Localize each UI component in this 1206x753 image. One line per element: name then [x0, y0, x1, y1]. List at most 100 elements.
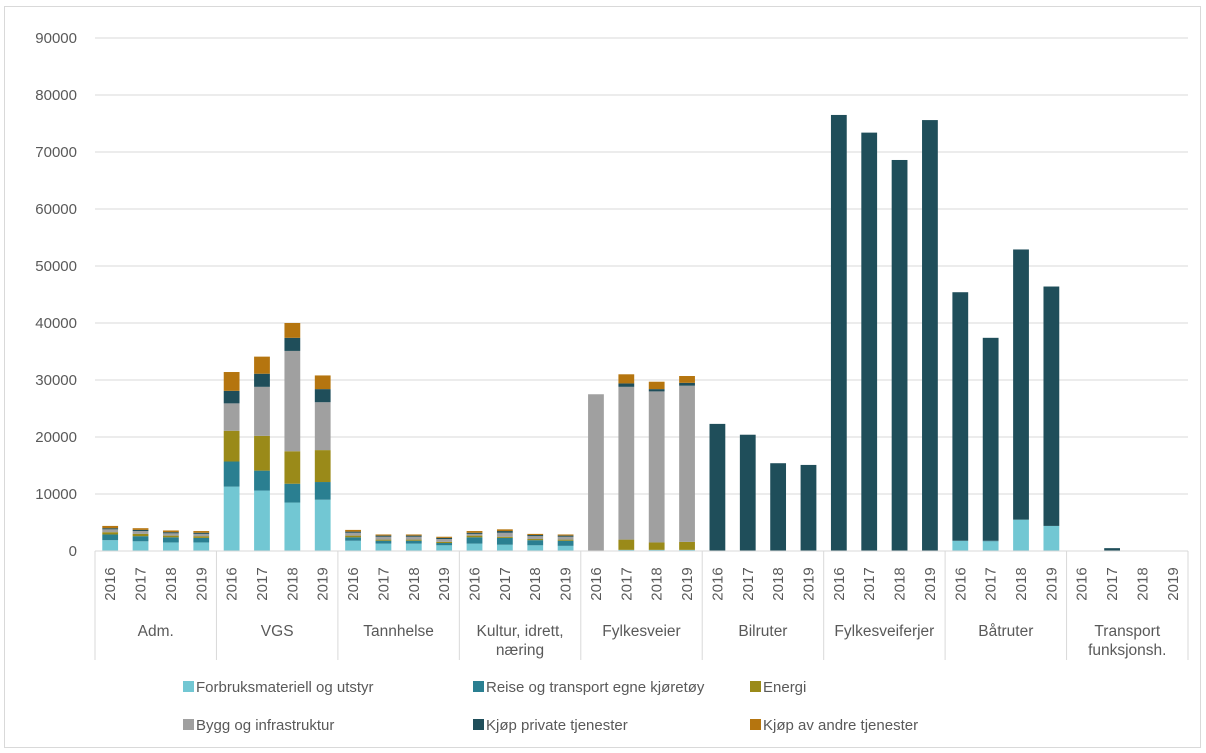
bar-segment [314, 482, 331, 500]
x-tick-label-year: 2019 [1043, 567, 1060, 600]
bar-segment [345, 531, 361, 533]
bar-segment [132, 536, 149, 542]
x-tick-label-year: 2018 [284, 567, 301, 600]
x-tick-label-year: 2017 [983, 567, 1000, 600]
x-group-label: Fylkesveier [602, 623, 680, 640]
bar-segment [163, 537, 179, 543]
bar-segment [436, 545, 453, 551]
x-tick-label-year: 2016 [709, 567, 726, 600]
bar-segment [223, 461, 240, 487]
bar-segment [618, 549, 635, 551]
bar-segment [163, 533, 179, 536]
bar-segment [436, 541, 453, 544]
bar-segment [163, 530, 179, 533]
bar-segment [375, 540, 392, 544]
bar-segment [648, 542, 665, 550]
bar-segment [436, 543, 453, 546]
x-tick-label-year: 2017 [254, 567, 271, 600]
bar-segment [1013, 249, 1029, 520]
bar-segment [193, 532, 210, 534]
bar-segment [800, 464, 817, 551]
y-tick-label: 50000 [35, 258, 77, 275]
bar-segment [557, 545, 574, 551]
bar-segment [345, 537, 361, 541]
bar-segment [466, 531, 483, 533]
x-group-label: Fylkesveiferjer [834, 623, 934, 640]
bar-segment [527, 545, 544, 551]
bar-segment [527, 535, 544, 537]
y-tick-label: 60000 [35, 201, 77, 218]
bar-segment [405, 534, 422, 536]
y-axis-tick-labels: 0 10000 20000 30000 40000 50000 60000 70000 8000… [35, 30, 77, 560]
bar-segment [405, 543, 422, 551]
bar-segment [375, 535, 392, 537]
bar-segment [557, 539, 574, 541]
x-tick-label-year: 2019 [436, 567, 453, 600]
x-tick-label-year: 2017 [497, 567, 514, 600]
x-group-label: VGS [261, 623, 294, 640]
x-tick-label-year: 2018 [527, 567, 544, 600]
legend-swatch [183, 719, 194, 730]
x-tick-label-year: 2018 [406, 567, 423, 600]
bar-segment [436, 536, 453, 538]
bar-segment [770, 463, 787, 551]
x-tick-label-year: 2019 [558, 567, 575, 600]
bar-segment [314, 389, 331, 403]
bar-segment [982, 337, 999, 541]
bar-segment [345, 535, 361, 538]
bar-segment [861, 132, 878, 551]
bar-segment [284, 483, 301, 503]
bar-segment [436, 539, 453, 542]
bar-segment [952, 540, 969, 551]
bar-segment [557, 540, 574, 546]
bar-segment [527, 533, 544, 536]
x-tick-label-year: 2018 [1134, 567, 1151, 600]
bar-segment [314, 402, 331, 451]
bars [102, 114, 1120, 552]
bar-segment [496, 544, 513, 551]
x-tick-label-year: 2017 [618, 567, 635, 600]
bar-segment [466, 537, 483, 544]
x-group-label: Båtruter [978, 623, 1033, 640]
legend-swatch [750, 681, 761, 692]
bar-segment [254, 490, 270, 551]
legend: Forbruksmateriell og utstyr Reise og tran… [183, 679, 918, 734]
bar-segment [254, 356, 270, 374]
bar-segment [193, 536, 210, 538]
bar-segment [982, 540, 999, 542]
x-tick-label-year: 2017 [1104, 567, 1121, 600]
bar-segment [1043, 525, 1060, 551]
bar-segment [375, 536, 392, 540]
x-group-label: Transport [1094, 623, 1160, 640]
bar-segment [102, 528, 119, 530]
bar-segment [830, 114, 847, 551]
bar-segment [345, 540, 361, 551]
bar-segment [254, 386, 270, 436]
legend-swatch [183, 681, 194, 692]
bar-segment [375, 539, 392, 541]
bar-segment [648, 381, 665, 390]
bar-segment [102, 534, 119, 541]
legend-label: Energi [763, 679, 806, 696]
bar-segment [436, 537, 453, 540]
x-tick-label-year: 2018 [1013, 567, 1030, 600]
bar-segment [527, 540, 544, 546]
bar-segment [375, 534, 392, 536]
bar-segment [527, 536, 544, 540]
x-tick-label-year: 2016 [467, 567, 484, 600]
bar-segment [284, 350, 301, 452]
y-tick-label: 80000 [35, 87, 77, 104]
chart-frame [4, 6, 1201, 748]
x-tick-label-year: 2016 [224, 567, 241, 600]
bar-segment [132, 531, 149, 534]
y-tick-label: 0 [69, 543, 77, 560]
bar-segment [952, 292, 969, 541]
bar-segment [102, 540, 119, 551]
bar-segment [1104, 548, 1120, 551]
bar-segment [588, 394, 604, 551]
legend-label: Bygg og infrastruktur [196, 717, 334, 734]
x-axis: 2016 2017 2018 2019 2016 2017 2018 2019 2016 2017… [94, 550, 1189, 660]
bar-segment [132, 541, 149, 551]
x-tick-label-year: 2018 [892, 567, 909, 600]
legend-label: Forbruksmateriell og utstyr [196, 679, 374, 696]
